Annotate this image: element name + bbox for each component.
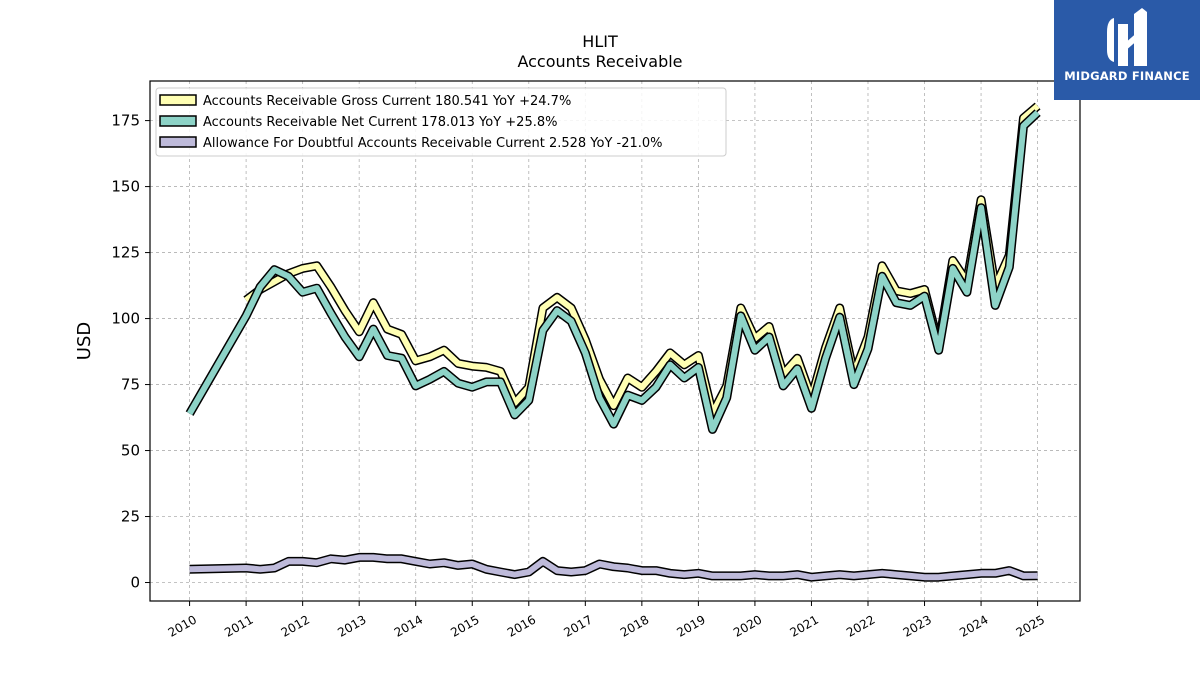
x-tick-label: 2016: [505, 612, 538, 639]
y-tick-label: 100: [111, 310, 140, 328]
chart-title: HLIT: [582, 32, 618, 51]
x-tick-label: 2013: [335, 612, 368, 639]
y-tick-label: 0: [130, 574, 140, 592]
y-axis-label: USD: [74, 322, 95, 360]
series-2-line: [189, 554, 1038, 581]
x-tick-label: 2024: [957, 612, 990, 639]
x-tick-label: 2019: [674, 612, 707, 639]
x-tick-label: 2012: [279, 612, 312, 639]
x-tick-label: 2018: [618, 612, 651, 639]
y-tick-label: 125: [111, 244, 140, 262]
legend-swatch-0: [159, 94, 197, 106]
x-tick-label: 2021: [788, 612, 821, 639]
y-tick-label: 50: [121, 442, 140, 460]
legend-box: [155, 87, 727, 157]
logo-text: MIDGARD FINANCE: [1064, 69, 1190, 83]
series-0-line: [244, 103, 1040, 417]
y-tick-label: 25: [121, 508, 140, 526]
legend-swatch-2: [159, 136, 197, 148]
legend-label-2: Allowance For Doubtful Accounts Receivab…: [203, 136, 663, 151]
x-tick-label: 2020: [731, 612, 764, 639]
y-tick-label: 175: [111, 112, 140, 130]
y-tick-label: 75: [121, 376, 140, 394]
x-tick-label: 2011: [222, 612, 255, 639]
x-tick-label: 2025: [1014, 612, 1047, 639]
x-tick-label: 2022: [844, 612, 877, 639]
legend-swatch-1: [159, 115, 197, 127]
series-1-line: [187, 110, 1040, 433]
x-tick-label: 2015: [448, 612, 481, 639]
x-tick-label: 2010: [166, 612, 199, 639]
chart-subtitle: Accounts Receivable: [517, 52, 683, 71]
plot-frame: [149, 80, 1081, 602]
x-tick-label: 2014: [392, 612, 425, 639]
brand-logo: MIDGARD FINANCE: [1054, 0, 1200, 100]
y-tick-label: 150: [111, 178, 140, 196]
legend-label-0: Accounts Receivable Gross Current 180.54…: [203, 94, 571, 109]
x-tick-label: 2023: [901, 612, 934, 639]
x-tick-label: 2017: [561, 612, 594, 639]
logo-mark-icon: [1107, 8, 1147, 66]
legend-label-1: Accounts Receivable Net Current 178.013 …: [203, 115, 558, 130]
